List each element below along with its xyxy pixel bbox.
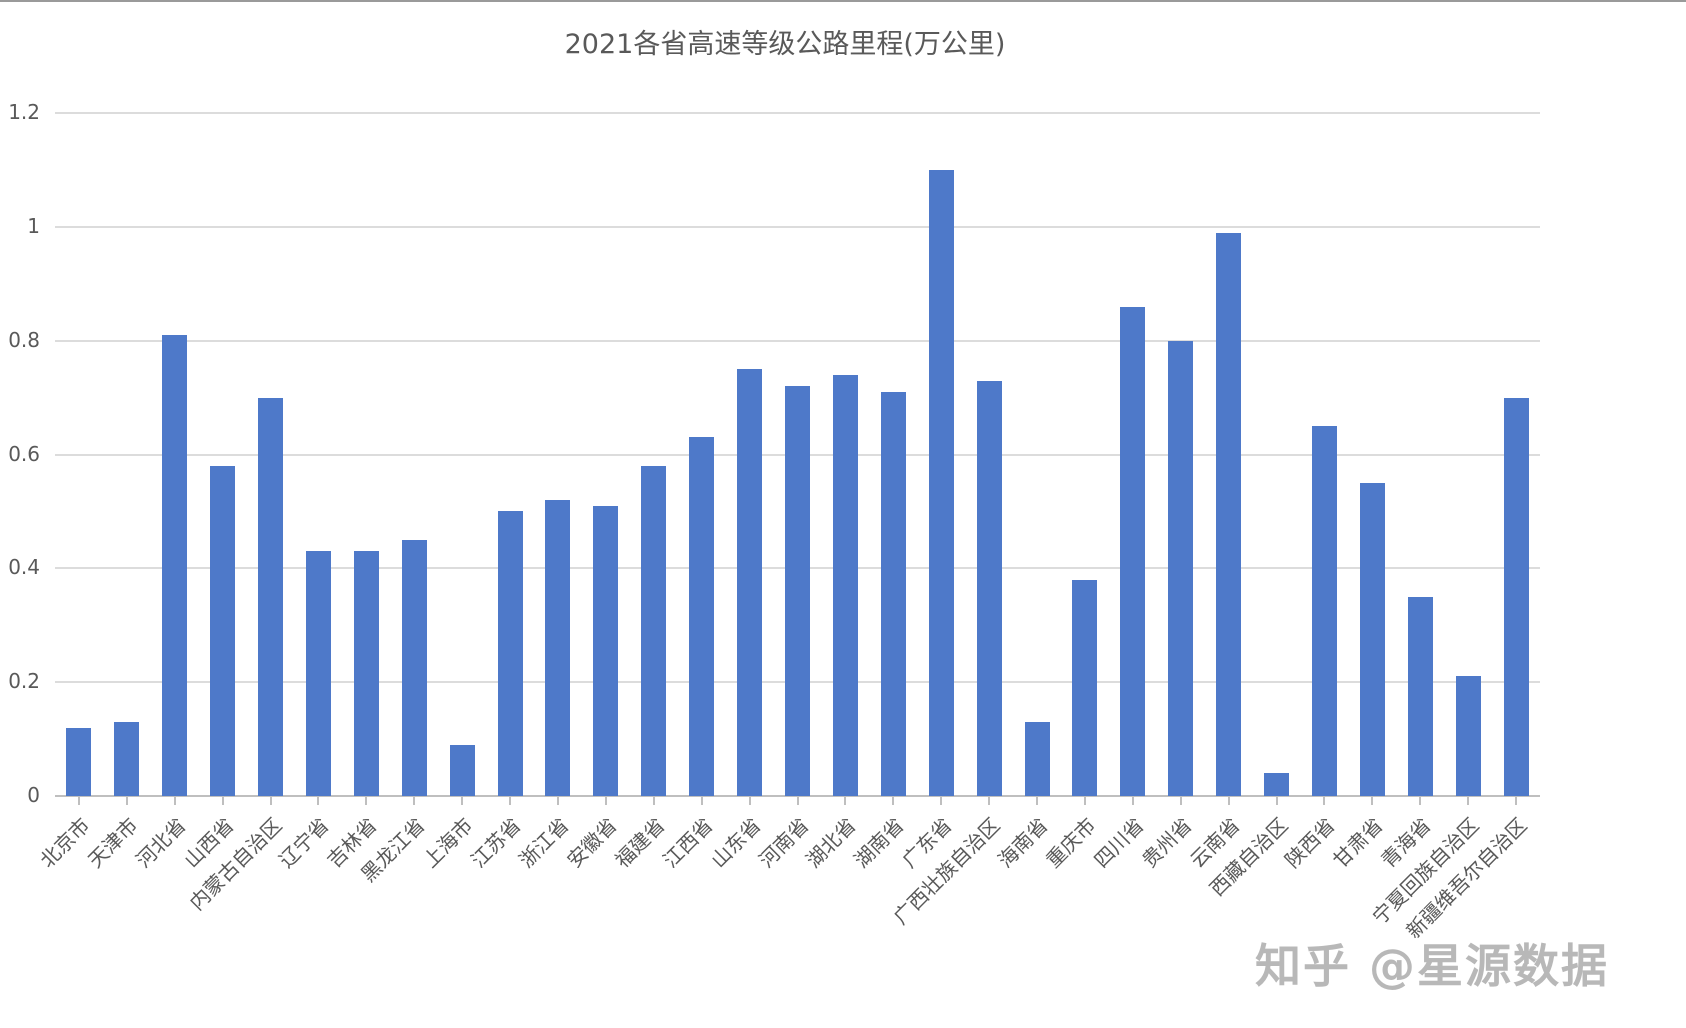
bar: [1455, 676, 1481, 796]
x-tick-label: 天津市: [82, 813, 143, 873]
y-tick-label: 1.2: [8, 100, 40, 124]
x-tick: [1036, 797, 1039, 805]
gridline: [55, 112, 1540, 114]
x-tick-label: 辽宁省: [274, 813, 334, 873]
x-tick-label: 安徽省: [562, 813, 622, 873]
watermark: 知乎 @星源数据: [1255, 939, 1610, 993]
y-tick-label: 0.4: [8, 555, 40, 580]
x-tick-label: 四川省: [1088, 813, 1149, 873]
x-tick-label: 江西省: [657, 813, 718, 873]
y-tick-label: 1: [27, 213, 40, 238]
x-tick: [748, 797, 751, 805]
x-tick: [461, 797, 464, 805]
x-tick-label: 陕西省: [1280, 813, 1340, 873]
bar: [880, 391, 906, 796]
y-tick-label: 0.6: [8, 441, 40, 466]
x-tick: [1227, 797, 1230, 805]
bar: [1264, 773, 1290, 796]
x-tick: [892, 797, 895, 805]
x-tick-label: 湖北省: [801, 813, 861, 873]
x-tick-label: 山东省: [705, 813, 766, 873]
bar: [545, 500, 571, 796]
x-tick-label: 甘肃省: [1328, 813, 1388, 873]
bar: [928, 169, 954, 796]
x-tick: [700, 797, 703, 805]
bar: [832, 374, 858, 796]
x-tick: [604, 797, 607, 805]
bar: [305, 551, 331, 796]
x-tick: [1275, 797, 1278, 805]
x-tick: [365, 797, 368, 805]
x-tick: [125, 797, 128, 805]
x-tick: [509, 797, 512, 805]
gridline: [55, 225, 1540, 228]
bar: [1216, 232, 1242, 796]
bar: [785, 386, 810, 796]
x-tick-label: 海南省: [993, 813, 1053, 873]
chart-title: 2021各省高速等级公路里程(万公里): [564, 29, 1006, 60]
top-border: [0, 0, 1686, 2]
x-tick: [269, 797, 272, 805]
x-tick-label: 河北省: [130, 813, 191, 873]
y-tick-label: 0.2: [8, 669, 40, 694]
bar: [1359, 482, 1385, 796]
x-tick: [1467, 797, 1470, 805]
bar: [353, 551, 379, 796]
bar: [737, 369, 763, 796]
bar: [1072, 579, 1098, 796]
bar: [689, 437, 715, 796]
gridline: [55, 339, 1540, 342]
y-tick-label: 0.8: [8, 327, 40, 352]
bar: [449, 744, 475, 796]
bar: [976, 380, 1002, 796]
bar: [401, 539, 427, 796]
x-tick: [77, 797, 80, 805]
bar: [162, 334, 188, 796]
y-tick-label: 0: [27, 783, 40, 807]
x-tick: [1323, 797, 1326, 805]
x-tick-label: 重庆市: [1041, 813, 1101, 873]
x-tick: [317, 797, 320, 805]
x-tick: [1515, 797, 1518, 805]
bar: [114, 722, 140, 796]
x-tick-label: 北京市: [35, 813, 95, 873]
x-tick: [988, 797, 991, 805]
x-tick-label: 上海市: [418, 813, 478, 873]
x-tick: [221, 797, 224, 805]
x-tick-label: 湖南省: [849, 813, 909, 873]
x-tick-label: 江苏省: [466, 813, 526, 873]
bar: [497, 511, 523, 796]
x-tick: [413, 797, 416, 805]
x-tick: [556, 797, 559, 805]
x-tick-label: 福建省: [609, 813, 670, 873]
x-tick: [844, 797, 847, 805]
bar: [66, 727, 92, 796]
x-tick: [652, 797, 655, 805]
bar: [1503, 397, 1529, 796]
bar: [1168, 340, 1194, 796]
bar: [1407, 596, 1433, 796]
x-tick: [1371, 797, 1374, 805]
bar: [593, 505, 619, 796]
bar: [641, 465, 667, 796]
x-tick-label: 贵州省: [1136, 813, 1197, 873]
x-tick: [1419, 797, 1422, 805]
x-axis: [55, 795, 1540, 797]
x-tick: [1131, 797, 1134, 805]
x-tick: [173, 797, 176, 805]
x-tick: [796, 797, 799, 805]
bar: [1024, 722, 1050, 796]
bar: [1120, 306, 1146, 796]
x-tick-label: 浙江省: [514, 813, 574, 873]
x-tick: [940, 797, 943, 805]
x-tick: [1179, 797, 1182, 805]
bar: [258, 397, 284, 796]
x-tick: [1083, 797, 1086, 805]
bar: [1311, 426, 1337, 796]
x-tick-label: 河南省: [753, 813, 814, 873]
bar: [210, 465, 236, 796]
